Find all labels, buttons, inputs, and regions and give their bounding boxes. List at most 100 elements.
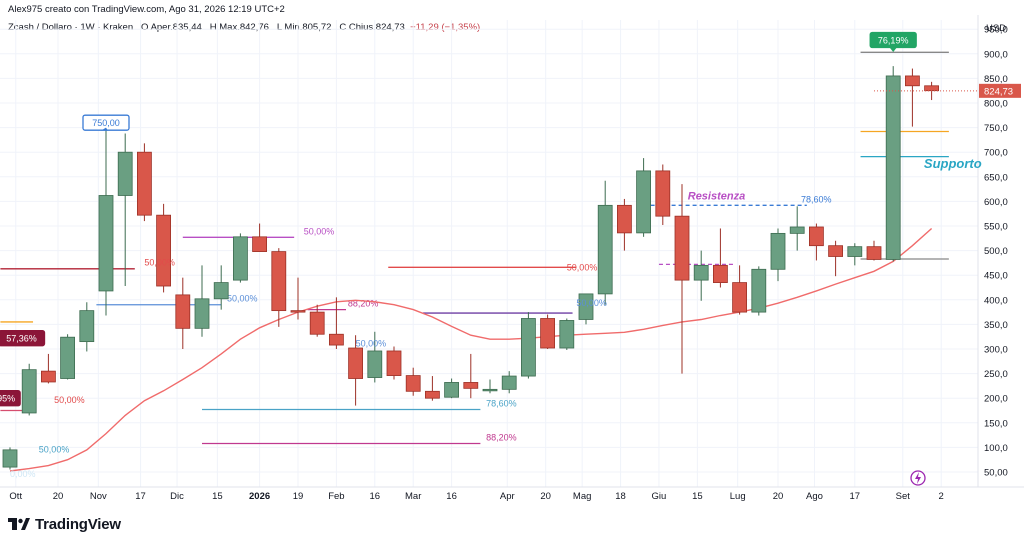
candle-up — [885, 75, 901, 260]
date-tick-label: 16 — [446, 491, 457, 502]
candle-down — [924, 85, 939, 92]
level-label: 50,00% — [304, 226, 335, 236]
callout-box — [0, 330, 46, 347]
close-label: C — [339, 22, 347, 33]
price-axis[interactable]: USD 50,00 100,0 150,0 200,0 250,0 300,0 350,0 40… — [874, 23, 1021, 479]
candle-down — [617, 204, 632, 234]
date-tick-label: Ott — [9, 491, 22, 502]
price-tick-label: 900,0 — [984, 49, 1008, 60]
date-tick-label: 20 — [773, 491, 784, 502]
date-tick-label: 16 — [370, 491, 381, 502]
candle-down — [41, 370, 56, 383]
price-tick-label: 550,0 — [984, 222, 1008, 233]
candle-down — [540, 318, 555, 349]
candle-up — [636, 170, 651, 234]
candle-up — [117, 151, 133, 196]
candle-up — [367, 350, 383, 378]
fib-annotation: 50,00% — [54, 395, 85, 405]
candle-up — [501, 375, 517, 390]
current-price-label: 824,73 — [984, 86, 1013, 97]
price-tick-label: 100,0 — [984, 443, 1008, 454]
low-value: Min.805,72 — [284, 22, 332, 33]
level-label: 88,20% — [348, 299, 379, 309]
tradingview-logo-icon — [8, 518, 30, 530]
candle-down — [905, 75, 920, 87]
candle-up — [847, 246, 863, 257]
fib-annotation: 50,00% — [356, 339, 387, 349]
fib-annotation: 50,00% — [576, 298, 607, 308]
low-label: L — [276, 22, 282, 33]
currency-label: USD — [986, 23, 1006, 34]
date-tick-label: 17 — [850, 491, 861, 502]
high-value: Max.842,76 — [219, 22, 269, 33]
candle-down — [309, 311, 325, 335]
candle-down — [424, 390, 440, 399]
level-label: 78,60% — [801, 194, 832, 204]
candle-up — [213, 282, 229, 300]
level-label: 78,60% — [486, 399, 517, 409]
fib-annotation: 50,00% — [39, 444, 70, 454]
date-tick-label: Giu — [652, 491, 667, 502]
date-tick-label: Dic — [170, 491, 184, 502]
date-tick-label: Feb — [328, 491, 344, 502]
candle-up — [751, 268, 767, 313]
candle-up — [578, 293, 594, 320]
fib-annotation: 50,00% — [144, 257, 175, 267]
candle-up — [789, 226, 805, 234]
candle-up — [559, 320, 575, 349]
price-tick-label: 500,0 — [984, 246, 1008, 257]
date-tick-label: 19 — [293, 491, 304, 502]
brand-name: TradingView — [35, 515, 121, 533]
annotations: 50,00%0,00%50,00%50,00%50,00%50,00%50,00… — [0, 31, 982, 479]
tradingview-logo[interactable]: TradingView — [8, 514, 121, 534]
candle-up — [21, 369, 37, 414]
price-tick-label: 450,0 — [984, 271, 1008, 282]
candle-up — [232, 236, 248, 281]
symbol-name[interactable]: Zcash / Dollaro · 1W · Kraken — [8, 22, 134, 33]
open-value: Aper.835,44 — [150, 22, 202, 33]
chart-label: Supporto — [924, 156, 982, 171]
level-label: 50,00% — [227, 294, 258, 304]
candle-up — [79, 310, 95, 343]
chart-credit: Alex975 creato con TradingView.com, Ago … — [8, 4, 285, 15]
candle-down — [828, 245, 843, 257]
candle-down — [348, 347, 364, 379]
date-tick-label: 18 — [615, 491, 626, 502]
callout-text: 57,36% — [6, 334, 37, 344]
date-tick-label: Nov — [90, 491, 107, 502]
price-tick-label: 600,0 — [984, 197, 1008, 208]
candle-down — [866, 246, 882, 260]
date-tick-label: 17 — [135, 491, 146, 502]
price-tick-label: 800,0 — [984, 99, 1008, 110]
callout-box — [0, 390, 21, 407]
date-tick-label: 2 — [939, 491, 944, 502]
callout-text: 76,19% — [878, 36, 909, 46]
candles — [2, 66, 939, 470]
price-tick-label: 250,0 — [984, 369, 1008, 380]
date-tick-label: 15 — [212, 491, 223, 502]
horizontal-levels: 50,00% 50,00% 88,20% 78,60% 88,20% 78,60% — [0, 51, 949, 445]
price-tick-label: 300,0 — [984, 345, 1008, 356]
date-tick-label: Set — [896, 491, 911, 502]
fib-annotation: 0,00% — [10, 469, 36, 479]
price-tick-label: 650,0 — [984, 172, 1008, 183]
date-tick-label: 15 — [692, 491, 703, 502]
chart-label: Resistenza — [688, 190, 745, 202]
price-tick-label: 150,0 — [984, 418, 1008, 429]
candle-down — [463, 382, 479, 389]
candle-down — [713, 264, 728, 283]
candle-up — [597, 204, 613, 295]
price-tick-label: 50,00 — [984, 468, 1008, 479]
price-tick-label: 750,0 — [984, 123, 1008, 134]
date-tick-label: 20 — [540, 491, 551, 502]
date-tick-label: Mar — [405, 491, 421, 502]
candle-up — [2, 449, 18, 468]
change-value: −11,29 (−1,35%) — [410, 22, 481, 33]
price-tick-label: 700,0 — [984, 148, 1008, 159]
candle-down — [271, 251, 287, 312]
level-label: 88,20% — [486, 432, 517, 442]
candle-up — [444, 382, 460, 398]
candle-up — [770, 232, 786, 270]
time-axis[interactable]: Ott 20 Nov 17 Dic 15 2026 19 Feb 16 Mar 16 Apr 20 Mag 1… — [9, 491, 943, 502]
